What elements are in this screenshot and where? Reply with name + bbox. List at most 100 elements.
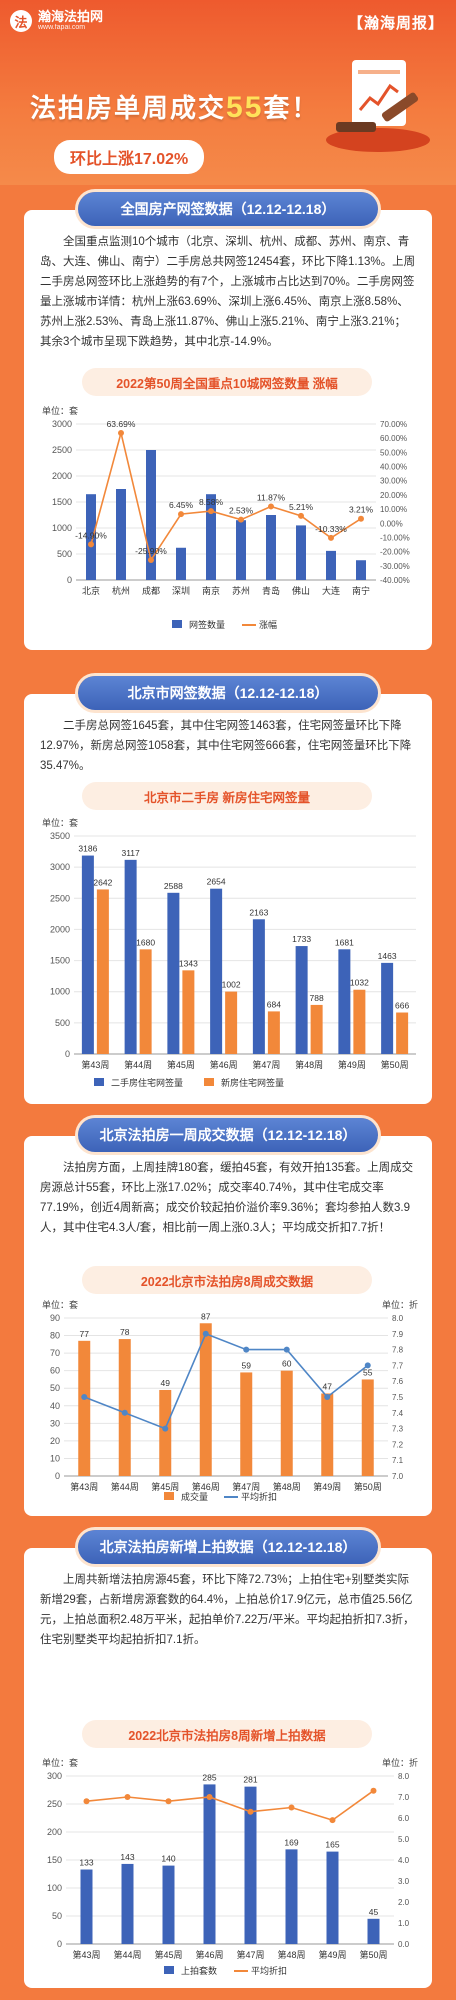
headline-pre: 法拍房单周成交 [30, 93, 227, 123]
headline-number: 55 [226, 91, 264, 124]
line-point [328, 534, 334, 541]
bar [199, 1323, 212, 1476]
chart-beijing-sign: 单位：套 0 500 1000 1500 2000 2500 3000 3500 第43周 3186… [42, 817, 416, 1088]
paragraph-auction-deal: 法拍房方面，上周挂牌180套，缓拍45套，有效开拍135套。上周成交房源总计55… [40, 1162, 414, 1234]
legend-label: 上拍套数 [181, 1965, 217, 1976]
headline: 法拍房单周成交55套！ [30, 88, 319, 125]
paragraph-auction-new: 上周共新增法拍房源45套，环比下降72.73%；上拍住宅+别墅类实际新增29套，… [40, 1574, 415, 1646]
x-tick-label: 第50周 [381, 1059, 409, 1070]
y2-tick-label: 8.0 [392, 1314, 404, 1323]
bar [96, 889, 109, 1054]
chart-auction-deal: 单位：套 单位：折 0 10 20 30 40 50 60 70 80 90 7.0 7.1 7.2 7.3 7… [42, 1299, 418, 1502]
bar-value-label: 169 [284, 1837, 298, 1847]
bar-value-label: 1681 [335, 937, 354, 947]
x-tick-label: 南宁 [352, 585, 370, 596]
line-point [324, 1394, 331, 1400]
x-tick-label: 苏州 [232, 585, 250, 596]
y-tick-label: 50 [50, 1383, 60, 1393]
y2-tick-label: -10.00% [380, 533, 410, 542]
bar [381, 962, 394, 1054]
y-tick-label: 1500 [52, 497, 72, 507]
y-tick-label: 90 [50, 1313, 60, 1323]
legend-label: 涨幅 [259, 619, 277, 630]
line-point [165, 1798, 172, 1805]
x-tick-label: 深圳 [172, 586, 190, 596]
y2-tick-label: 8.0 [398, 1772, 410, 1781]
line-point [162, 1425, 169, 1432]
line-point [202, 1330, 209, 1337]
line-point [238, 516, 244, 523]
bar [295, 946, 308, 1054]
y2-tick-label: -40.00% [380, 576, 410, 585]
legend-label: 平均折扣 [251, 1965, 287, 1976]
bar-value-label: 1463 [378, 951, 397, 961]
y-tick-label: 3500 [50, 831, 70, 841]
legend-label: 网签数量 [189, 619, 225, 630]
bar [139, 949, 152, 1054]
logo-text: 瀚海法拍网 [38, 9, 104, 24]
y-tick-label: 2000 [52, 471, 72, 481]
bar [86, 494, 96, 580]
x-tick-label: 青岛 [262, 585, 280, 596]
x-tick-label: 杭州 [112, 585, 130, 596]
legend-swatch [172, 620, 182, 628]
bar [326, 550, 336, 580]
y2-tick-label: 5.0 [398, 1835, 410, 1844]
bar [280, 1370, 293, 1476]
section-title-auction-new: 北京法拍房新增上拍数据（12.12-12.18） [78, 1530, 378, 1564]
card-beijing-sign: 二手房总网签1645套，其中住宅网签1463套，住宅网签量环比下降12.97%，… [24, 694, 432, 1104]
x-tick-label: 第48周 [273, 1481, 301, 1492]
y2-tick-label: 7.4 [392, 1409, 404, 1418]
bar [367, 1918, 380, 1944]
line-point [124, 1794, 131, 1800]
x-tick-label: 第47周 [232, 1481, 260, 1492]
line-value-label: -14.90% [75, 530, 107, 540]
card-auction-deal: 法拍房方面，上周挂牌180套，缓拍45套，有效开拍135套。上周成交房源总计55… [24, 1136, 432, 1516]
bar-value-label: 285 [202, 1772, 216, 1782]
y-axis-unit: 单位：套 [42, 1299, 78, 1310]
y2-tick-label: 4.0 [398, 1856, 410, 1865]
y-tick-label: 40 [50, 1401, 60, 1411]
growth-pill: 环比上涨17.02% [54, 140, 205, 174]
line-value-label: 8.58% [199, 497, 224, 507]
x-tick-label: 南京 [202, 585, 220, 596]
y2-tick-label: 7.8 [392, 1346, 404, 1355]
x-tick-label: 第46周 [192, 1481, 220, 1492]
bar-value-label: 3117 [121, 848, 140, 858]
bar-value-label: 281 [243, 1775, 257, 1785]
bar [356, 560, 366, 580]
bar [267, 1011, 280, 1054]
y-tick-label: 500 [55, 1018, 70, 1028]
bar [310, 1004, 323, 1054]
series-line [83, 1332, 369, 1430]
bar-value-label: 55 [363, 1367, 373, 1377]
x-tick-label: 第48周 [277, 1949, 305, 1960]
line-point [247, 1808, 254, 1815]
bar-value-label: 47 [323, 1381, 333, 1391]
bar [326, 1851, 339, 1944]
legend-label: 二手房住宅网签量 [111, 1077, 183, 1088]
y-tick-label: 70 [50, 1348, 60, 1358]
y-tick-label: 200 [47, 1827, 62, 1837]
line-value-label: 5.21% [289, 502, 314, 512]
y2-tick-label: 7.0 [392, 1472, 404, 1481]
x-tick-label: 第45周 [154, 1949, 182, 1960]
legend-swatch [164, 1966, 174, 1974]
bar [353, 989, 366, 1054]
legend-swatch [164, 1492, 174, 1500]
y2-tick-label: 50.00% [380, 448, 407, 457]
chart-national: 单位：套 0 500 1000 1500 2000 2500 3000 70.00% 60.00%… [42, 405, 410, 630]
bar-value-label: 165 [325, 1840, 339, 1850]
bar [285, 1849, 298, 1944]
y-tick-label: 20 [50, 1436, 60, 1446]
bar [240, 1372, 253, 1476]
bar-value-label: 1343 [179, 958, 198, 968]
y2-tick-label: 60.00% [380, 434, 407, 443]
y-tick-label: 30 [50, 1418, 60, 1428]
line-point [206, 1794, 213, 1800]
y2-tick-label: -20.00% [380, 548, 410, 557]
y-tick-label: 100 [47, 1883, 62, 1893]
bar [361, 1379, 374, 1476]
line-point [370, 1787, 377, 1794]
y2-tick-label: 7.1 [392, 1456, 404, 1465]
